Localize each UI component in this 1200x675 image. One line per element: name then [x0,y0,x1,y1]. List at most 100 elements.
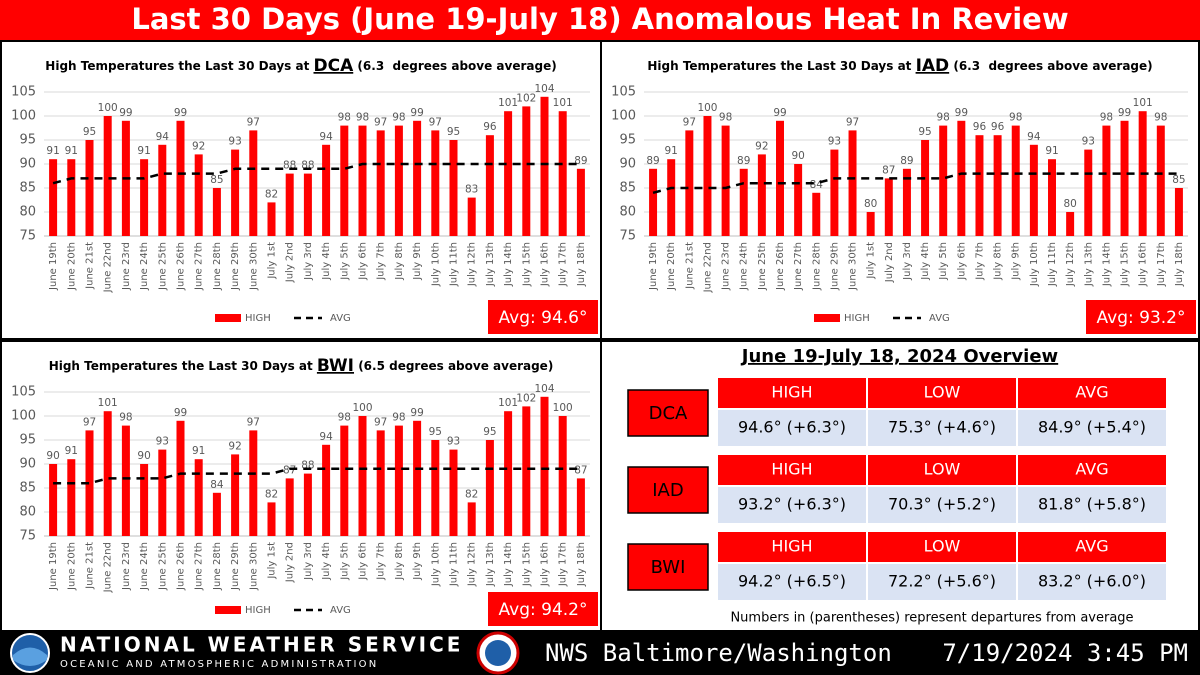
header-cell [718,532,866,562]
x-tick-label: July 10th [430,542,441,587]
bar [176,120,185,236]
chart-title-part: DCA [314,56,355,76]
x-tick-label: July 9th [412,542,423,581]
bar [1011,125,1020,236]
avg-box [488,300,598,334]
data-label: 98 [338,412,351,424]
x-tick-label: June 29th [829,242,840,291]
x-tick-label: June 20th [66,242,77,291]
x-tick-label: July 12th [1065,242,1076,287]
bar [322,444,331,536]
chart-title: High Temperatures the Last 30 Days at DC… [45,56,556,76]
bar [739,168,748,236]
station-name: DCA [649,403,688,424]
x-tick-label: July 8th [993,242,1004,281]
x-tick-label: July 18th [576,542,587,587]
header-text: LOW [924,537,961,556]
bar [158,144,167,236]
data-label: 97 [846,116,859,128]
x-tick-label: June 30th [248,242,259,291]
bar [267,202,276,236]
x-tick-label: July 3rd [303,542,314,581]
data-label: 85 [1172,174,1185,186]
value-cell [868,410,1016,446]
overview-note: Numbers in (parentheses) represent depar… [730,611,1133,626]
data-label: 95 [83,126,96,138]
x-tick-label: July 16th [540,542,551,587]
bar [667,159,676,236]
x-tick-label: July 2nd [285,542,296,583]
data-label: 87 [882,164,895,176]
chart-title-part: High Temperatures the Last 30 Days at [49,359,317,373]
x-tick-label: June 26th [775,242,786,291]
bar [1084,149,1093,236]
data-label: 99 [119,107,132,119]
bar [394,425,403,536]
station-name: IAD [652,480,683,501]
bar [558,111,567,236]
x-tick-label: July 13th [485,542,496,587]
data-label: 94 [1027,131,1041,143]
data-label: 90 [791,150,804,162]
y-tick-label: 100 [611,109,636,124]
footer-timestamp: 7/19/2024 3:45 PM [942,639,1188,667]
header-cell [868,532,1016,562]
data-label: 99 [410,407,423,419]
x-tick-label: June 29th [230,242,241,291]
data-label: 90 [137,450,150,462]
bar [121,425,130,536]
x-tick-label: June 26th [176,242,187,291]
x-tick-label: July 3rd [902,242,913,281]
x-tick-label: June 20th [666,242,677,291]
bar [467,197,476,236]
data-label: 82 [465,488,478,500]
data-label: 80 [1063,198,1076,210]
bar [703,116,712,236]
data-label: 89 [574,155,587,167]
data-label: 95 [429,426,442,438]
bar [522,106,531,237]
data-label: 89 [900,155,913,167]
avg-label: Avg: 93.2° [1097,308,1186,328]
bar [49,159,58,236]
chart-title-part: High Temperatures the Last 30 Days at [45,59,313,73]
header-text: HIGH [771,383,812,402]
bar [757,154,766,236]
x-tick-label: July 9th [1011,242,1022,281]
data-label: 91 [65,445,78,457]
data-label: 90 [46,450,59,462]
data-label: 82 [265,488,278,500]
legend-label: HIGH [245,605,271,616]
data-label: 99 [1118,107,1131,119]
legend-swatch [814,314,840,322]
bar [285,173,294,236]
bar [85,430,94,536]
bar [685,130,694,236]
bar [322,144,331,236]
bar [231,454,240,536]
header-text: AVG [1075,537,1108,556]
bar [576,168,585,236]
avg-box [1086,300,1196,334]
avg-line [53,467,581,485]
bar [285,478,294,536]
x-tick-label: July 6th [358,242,369,281]
data-label: 89 [737,155,750,167]
data-label: 96 [483,121,497,133]
header-bar [0,0,1200,40]
chart-title-part: BWI [317,356,354,376]
x-tick-label: July 5th [938,242,949,281]
overview-title: June 19-July 18, 2024 Overview [740,346,1058,367]
bar [975,135,984,236]
data-label: 91 [665,145,678,157]
data-label: 101 [98,397,118,409]
header-cell [718,378,866,408]
value-text: 94.2° (+6.5°) [738,572,846,591]
x-tick-label: June 22nd [103,242,114,293]
bar [413,120,422,236]
panel [2,42,600,338]
x-tick-label: July 3rd [303,242,314,281]
value-text: 83.2° (+6.0°) [1038,572,1146,591]
bar [140,159,149,236]
header-cell [718,455,866,485]
